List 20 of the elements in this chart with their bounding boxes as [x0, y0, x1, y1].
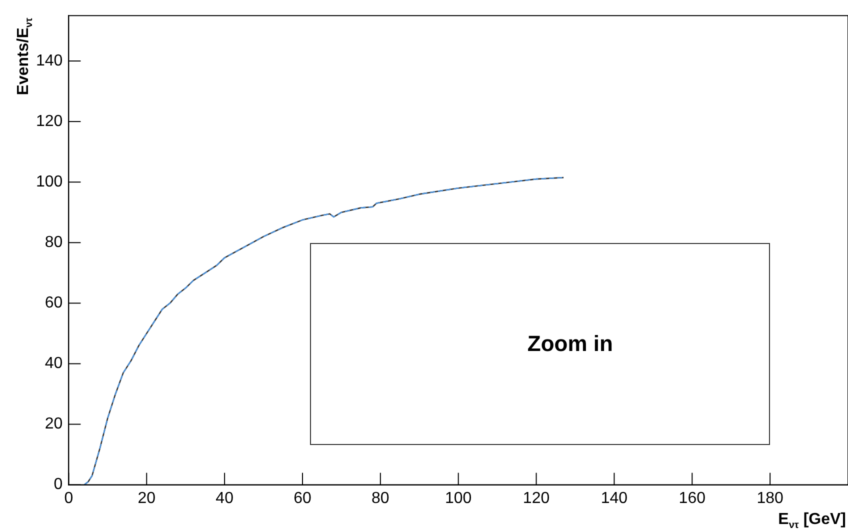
y-axis-title: Events/Eντ — [15, 17, 35, 96]
x-tick-label: 80 — [372, 490, 390, 507]
x-tick-label: 20 — [138, 490, 156, 507]
x-tick-label: 40 — [216, 490, 234, 507]
x-tick-label: 100 — [444, 490, 472, 507]
x-tick-label: 160 — [678, 490, 706, 507]
y-tick-label: 20 — [44, 416, 63, 433]
y-tick-label: 120 — [36, 112, 63, 130]
x-tick-label: 120 — [522, 490, 550, 507]
x-tick-label: 180 — [756, 490, 784, 507]
y-tick-label: 40 — [44, 355, 63, 372]
y-tick-label: 0 — [54, 476, 63, 494]
x-tick-label: 60 — [294, 490, 312, 507]
annotation: Zoom in — [527, 331, 613, 358]
x-tick-label: 140 — [600, 490, 628, 507]
y-tick-label: 140 — [36, 52, 63, 70]
y-tick-label: 100 — [36, 173, 63, 190]
y-tick-label: 80 — [44, 234, 63, 252]
y-tick-label: 60 — [44, 294, 63, 312]
zoom-inset-frame: Zoom in — [310, 243, 770, 445]
